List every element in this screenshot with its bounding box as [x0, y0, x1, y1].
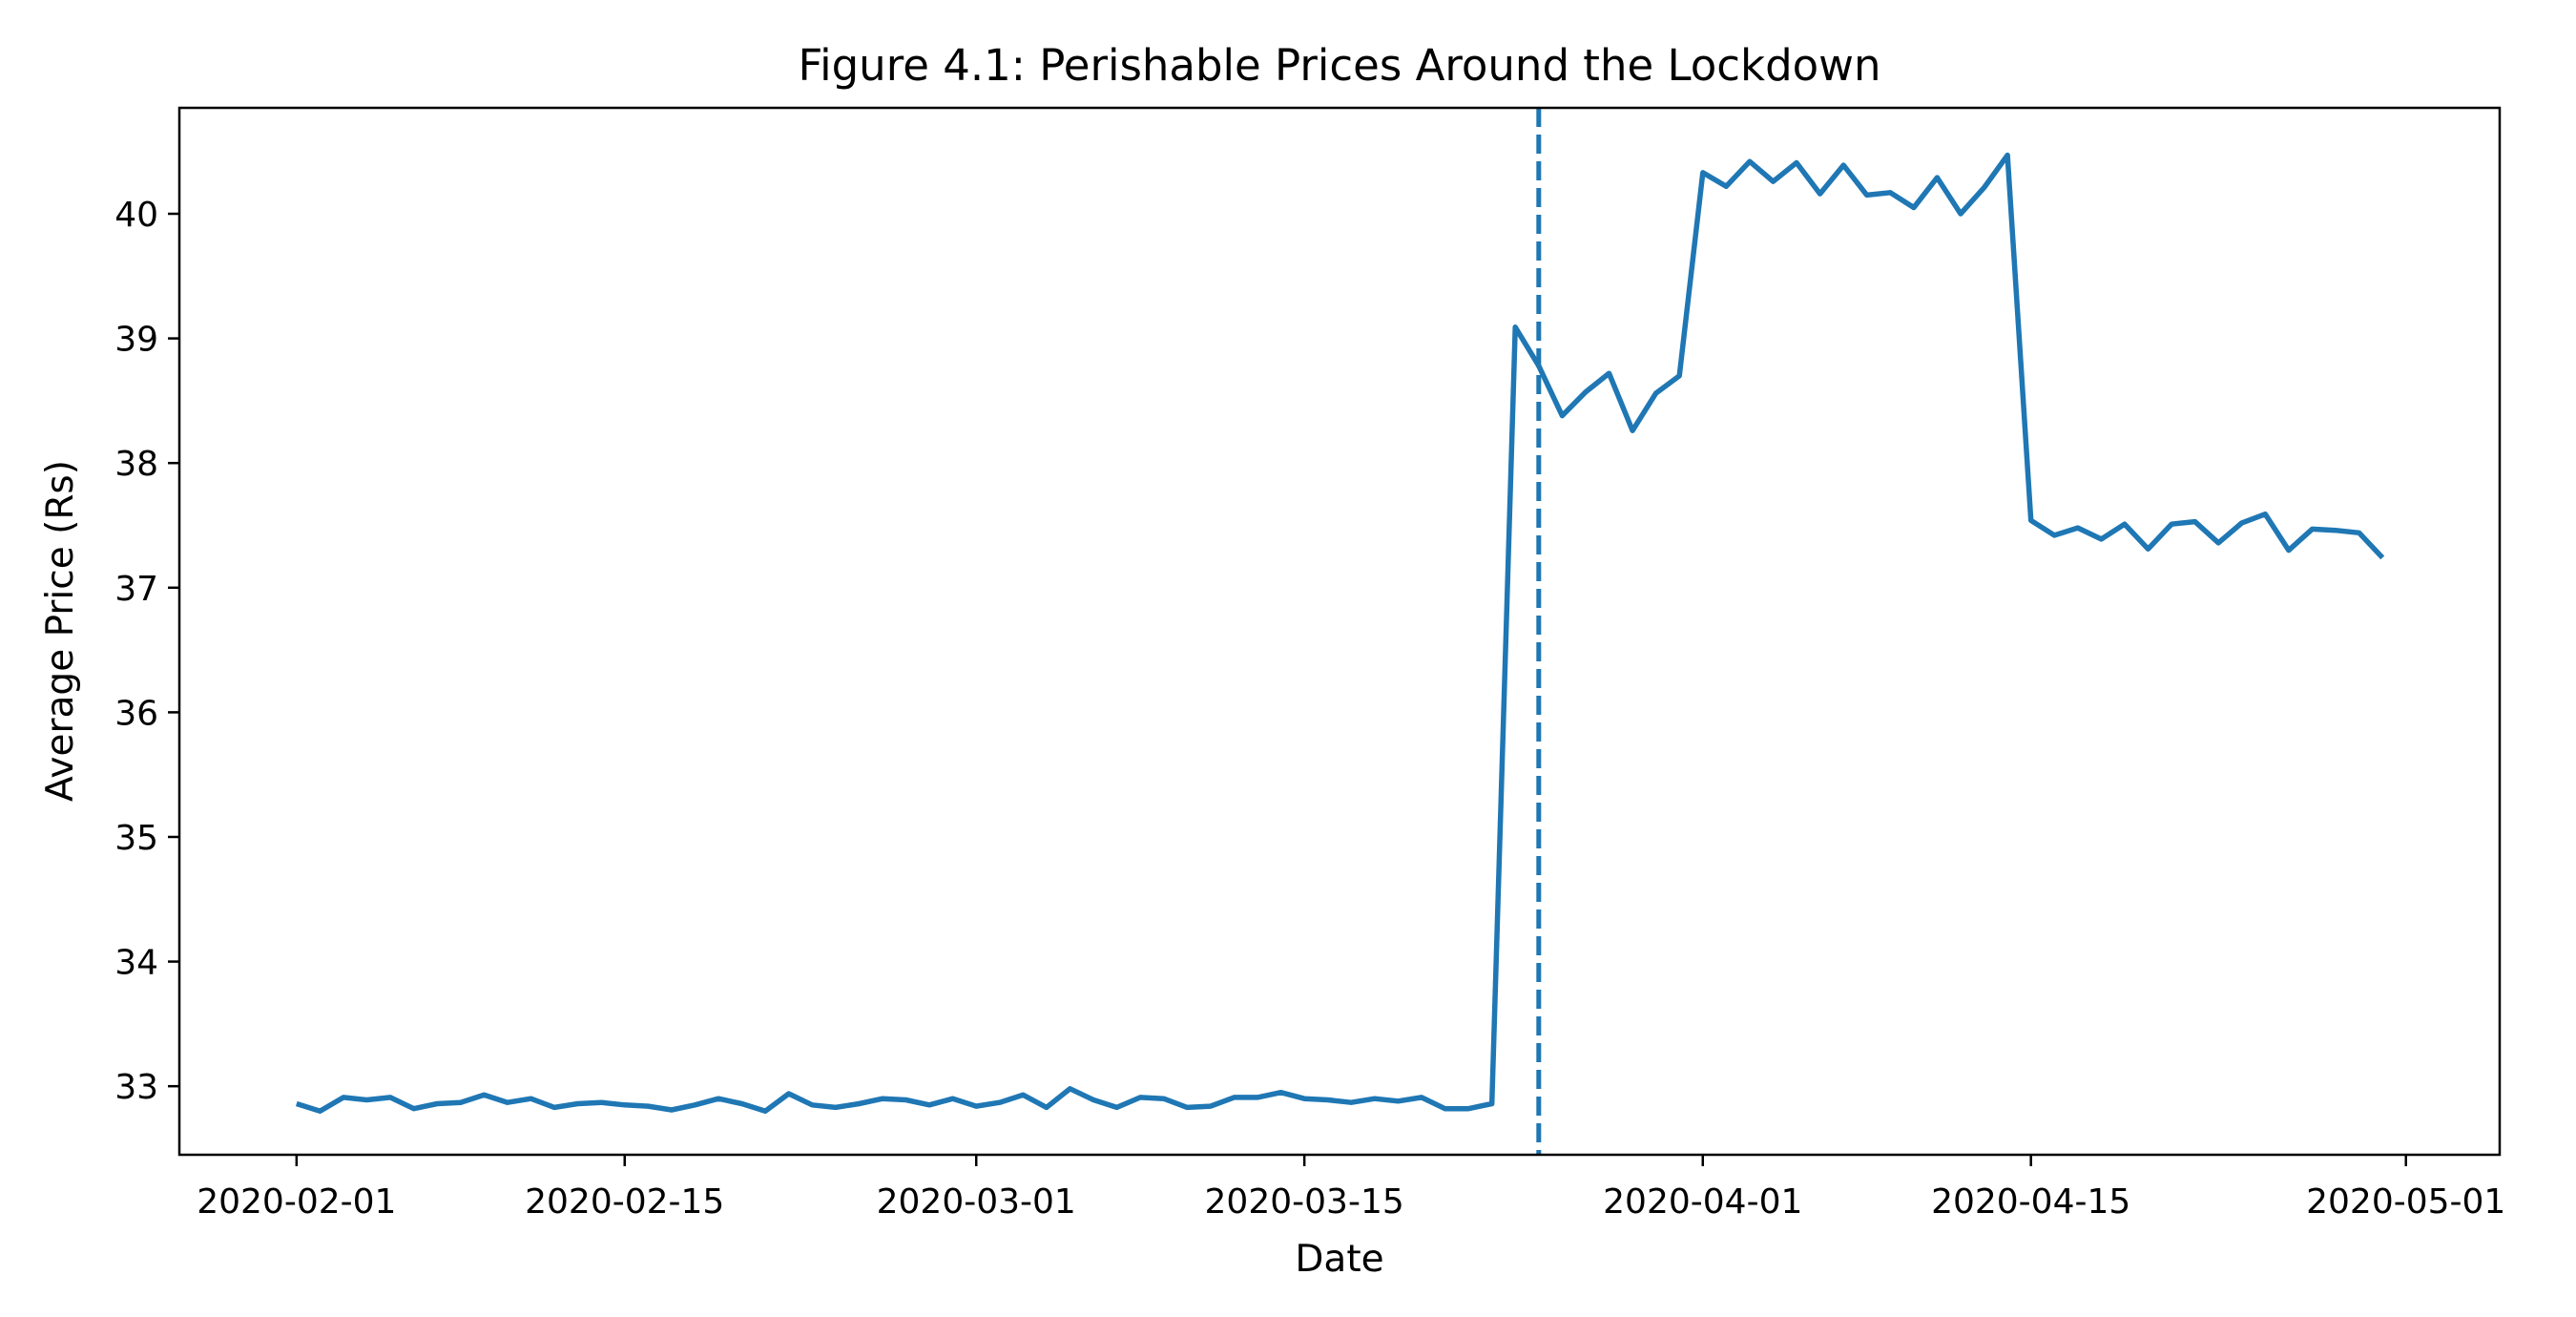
- x-tick-label: 2020-04-01: [1603, 1182, 1802, 1222]
- x-tick-label: 2020-04-15: [1931, 1182, 2130, 1222]
- y-tick-label: 36: [114, 694, 158, 733]
- x-axis-label: Date: [1295, 1238, 1383, 1281]
- y-axis-label: Average Price (Rs): [39, 460, 82, 802]
- chart-title: Figure 4.1: Perishable Prices Around the…: [799, 40, 1881, 91]
- y-tick-label: 33: [114, 1068, 158, 1107]
- y-tick-label: 38: [114, 445, 158, 484]
- x-tick-label: 2020-03-01: [877, 1182, 1076, 1222]
- y-tick-label: 37: [114, 570, 158, 609]
- x-tick-label: 2020-05-01: [2306, 1182, 2505, 1222]
- price-series-line: [295, 152, 2385, 1115]
- x-tick-label: 2020-03-15: [1205, 1182, 1404, 1222]
- y-tick-label: 34: [114, 944, 158, 983]
- y-tick-label: 35: [114, 819, 158, 858]
- x-axis-ticks: 2020-02-01 2020-02-15 2020-03-01 2020-03-15…: [197, 1155, 2505, 1222]
- plot-area: [295, 108, 2385, 1155]
- y-tick-label: 40: [114, 196, 158, 235]
- y-tick-label: 39: [114, 321, 158, 360]
- x-tick-label: 2020-02-01: [197, 1182, 396, 1222]
- x-tick-label: 2020-02-15: [525, 1182, 724, 1222]
- y-axis-ticks: 33 34 35 36 37 38 39 40: [114, 196, 179, 1107]
- axes-frame: [177, 106, 2502, 1157]
